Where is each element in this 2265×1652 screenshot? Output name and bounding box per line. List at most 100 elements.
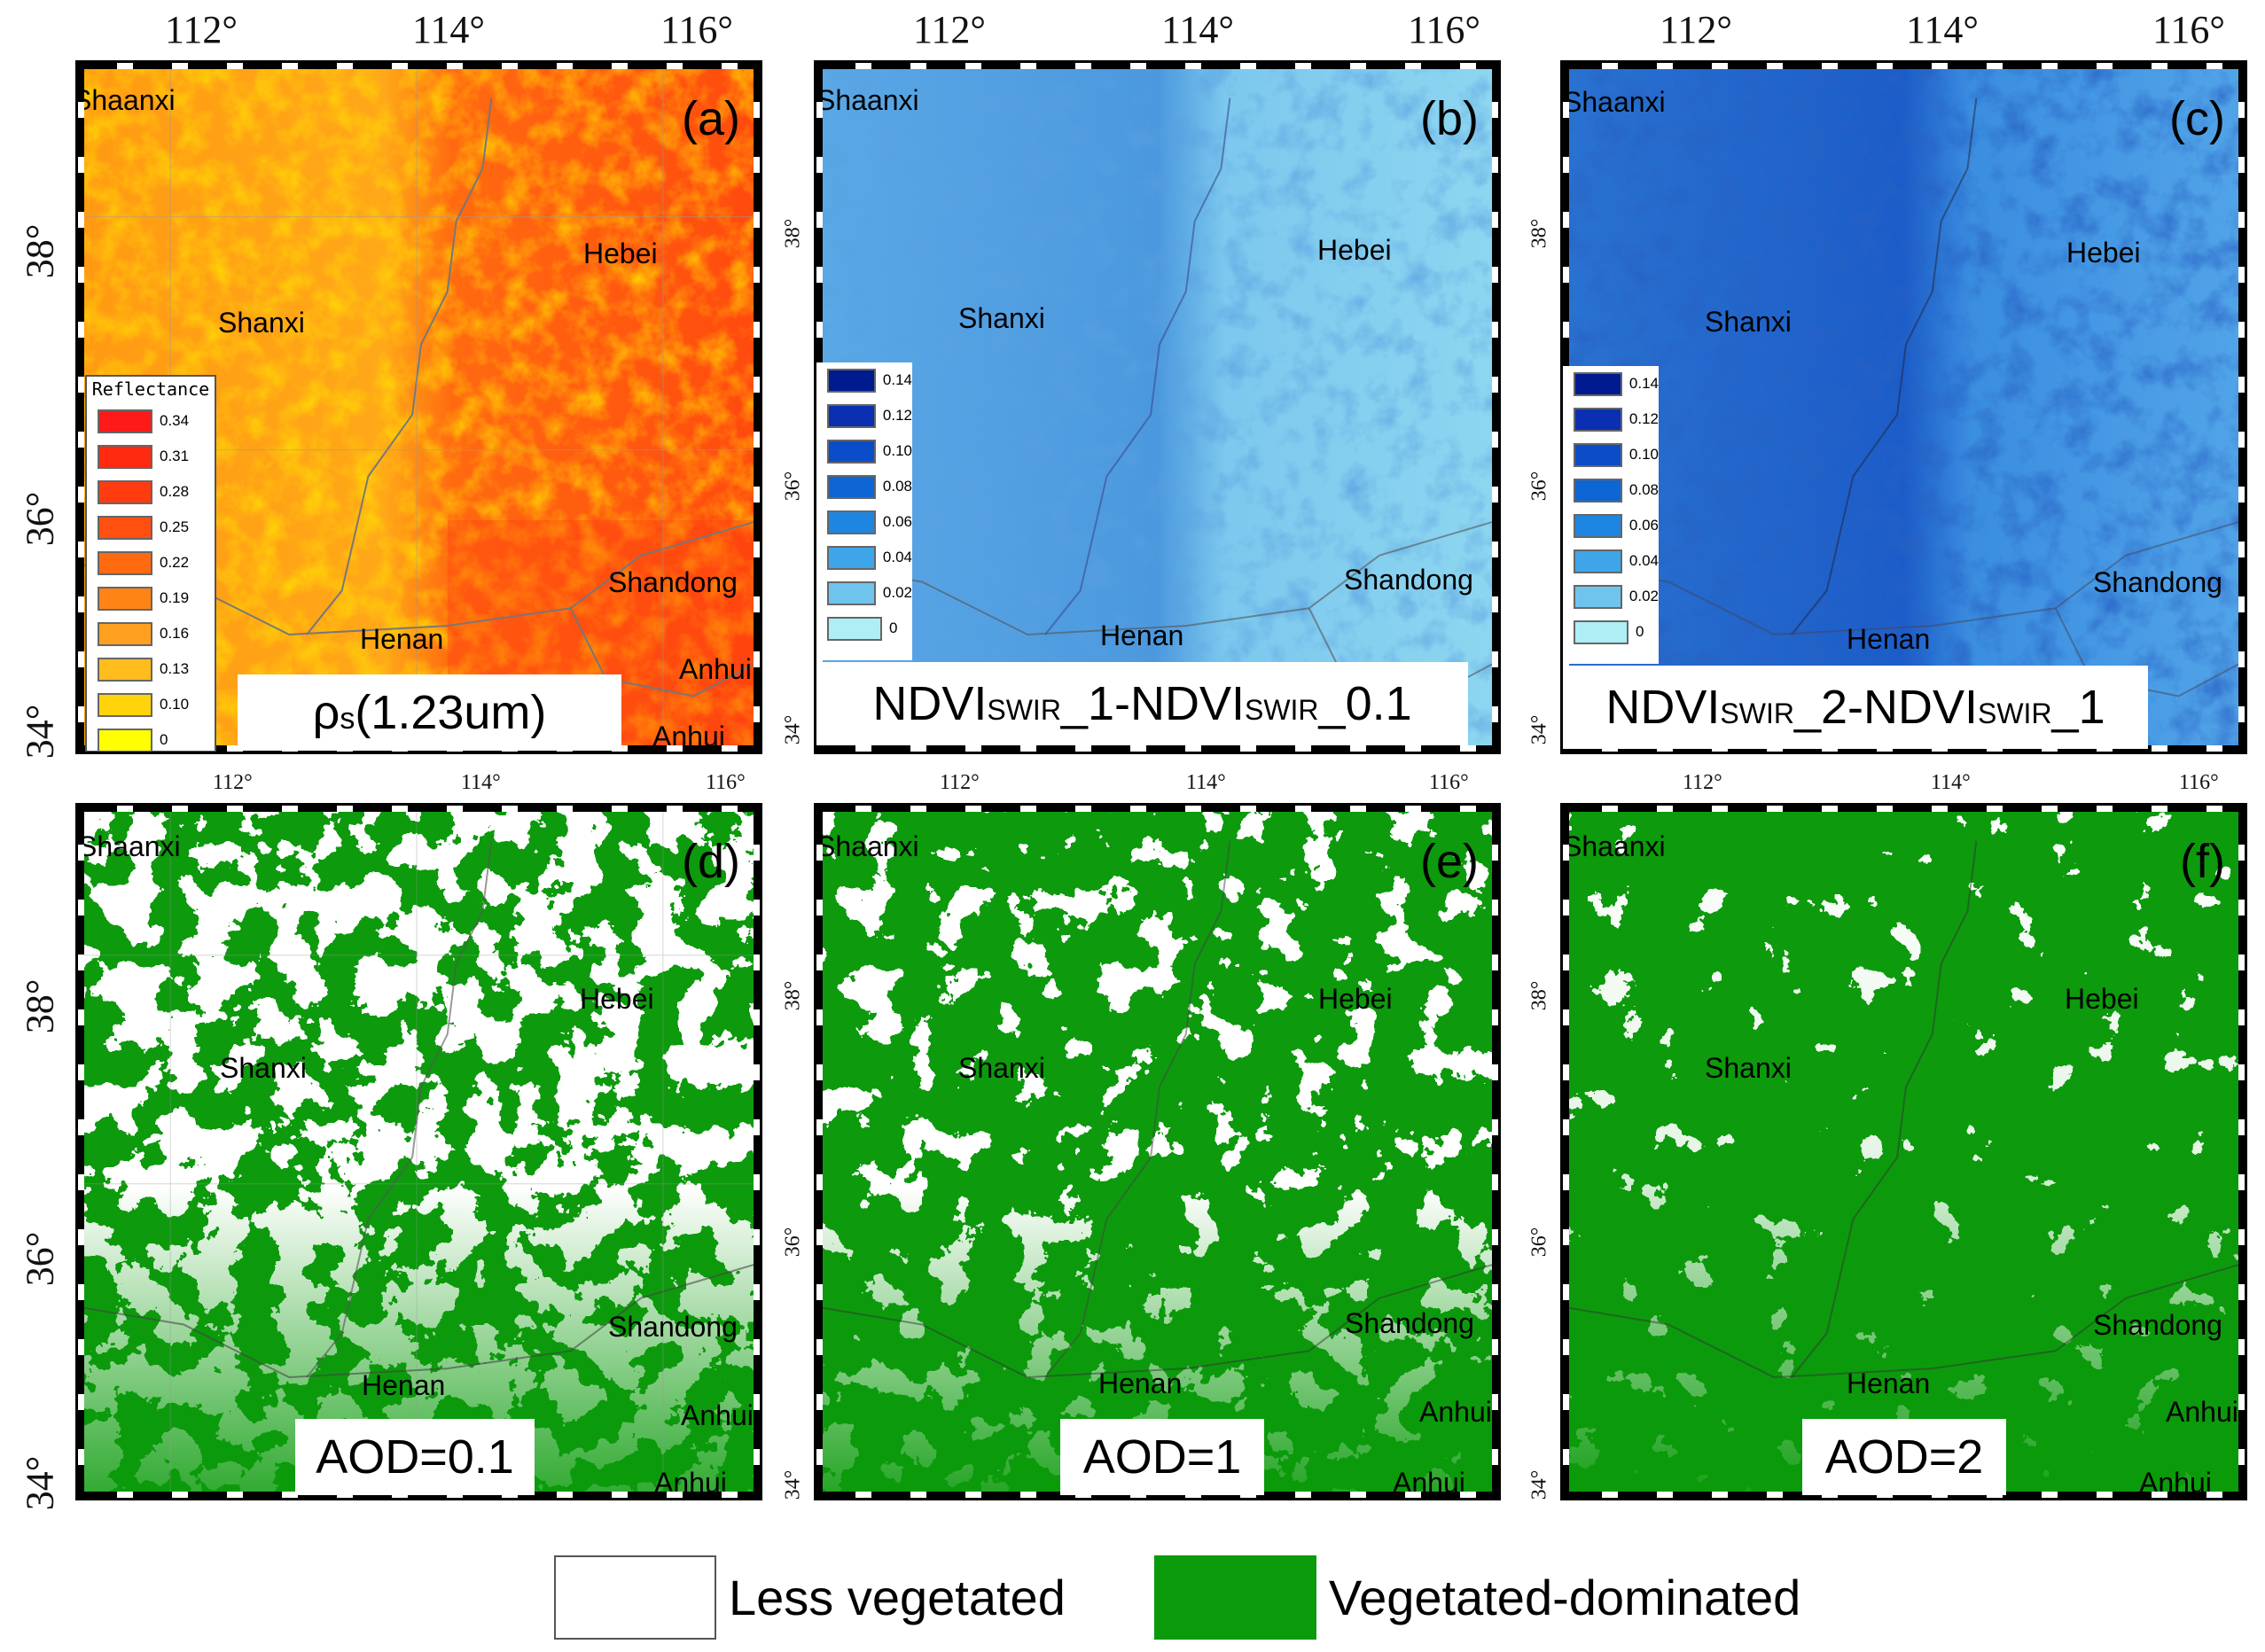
- panel-f-lat-36: 36°: [1527, 1227, 1551, 1258]
- legend-value: 0.31: [160, 448, 190, 464]
- caption-swir-2: SWIR: [1244, 694, 1319, 726]
- frame-ticks-top: [816, 63, 1498, 69]
- legend-swatch: [1574, 371, 1622, 396]
- legend-swatch: [98, 728, 152, 752]
- legend-swatch: [827, 545, 876, 570]
- legend-value: 0.02: [882, 584, 912, 601]
- frame-ticks-top: [78, 806, 760, 812]
- province-label-shanxi: Shanxi: [958, 302, 1045, 334]
- ndvi-difference-map-low: [816, 63, 1498, 752]
- panel-a-lon-112: 112°: [165, 8, 238, 51]
- panel-c-lon-114: 114°: [1906, 8, 1979, 51]
- ndvi-difference-map-high: [1563, 63, 2245, 752]
- legend-value: 0: [160, 731, 168, 748]
- panel-a-lat-36: 36°: [18, 491, 62, 547]
- panel-d-lon-116: 116°: [706, 771, 746, 794]
- legend-swatch: [1574, 620, 1628, 644]
- legend-value: 0.25: [160, 518, 190, 535]
- panel-a-lon-114: 114°: [412, 8, 485, 51]
- panel-c-lat-38: 38°: [1527, 218, 1551, 249]
- province-borders: [78, 806, 760, 1498]
- legend-swatch: [1574, 513, 1622, 538]
- reflectance-legend-title: Reflectance: [91, 378, 210, 400]
- province-label-anhui: Anhui: [2166, 1396, 2238, 1428]
- legend-swatch: [827, 474, 876, 499]
- province-label-hebei: Hebei: [580, 983, 654, 1015]
- panel-b-lat-38: 38°: [781, 218, 805, 249]
- province-label-anhui: Anhui: [681, 1399, 754, 1431]
- legend-value: 0.14: [882, 371, 912, 388]
- legend-row: 0.10: [1563, 437, 1659, 472]
- legend-swatch: [1574, 549, 1622, 573]
- panel-f-lon-112: 112°: [1683, 771, 1722, 794]
- province-label-henan: Henan: [1100, 620, 1184, 651]
- frame-ticks-right: [1492, 63, 1498, 752]
- province-label-shaanxi: Shaanxi: [1563, 86, 1666, 118]
- legend-row: 0.06: [816, 504, 912, 540]
- panel-d-lon-114: 114°: [461, 771, 501, 794]
- panel-e-lon-112: 112°: [940, 771, 980, 794]
- panel-a-lat-34: 34°: [18, 704, 62, 760]
- vegetated-dominated-swatch: [1153, 1555, 1316, 1640]
- legend-value: 0.04: [882, 549, 912, 565]
- province-label-shaanxi: Shaanxi: [75, 84, 176, 116]
- legend-swatch: [98, 409, 152, 433]
- province-label-henan: Henan: [360, 623, 444, 655]
- legend-swatch: [827, 403, 876, 428]
- less-vegetated-label: Less vegetated: [729, 1570, 1066, 1625]
- province-label-anhui: Anhui: [679, 653, 752, 685]
- province-label-hebei: Hebei: [1318, 983, 1393, 1015]
- legend-row: 0.02: [816, 575, 912, 611]
- legend-swatch: [1574, 407, 1622, 432]
- ndvi-legend-rows: 0.14 0.12 0.10 0.08 0.06 0.04 0.02 0: [1563, 366, 1659, 650]
- province-label-shanxi: Shanxi: [220, 1052, 307, 1084]
- panel-e-lon-116: 116°: [1429, 771, 1469, 794]
- province-label-hebei: Hebei: [2066, 237, 2141, 269]
- legend-swatch: [827, 439, 876, 464]
- frame-ticks-left: [78, 63, 84, 752]
- panel-c-lon-116: 116°: [2152, 8, 2225, 51]
- province-borders: [1563, 840, 2245, 1379]
- ndvi-legend: 0.14 0.12 0.10 0.08 0.06 0.04 0.02 0: [816, 362, 912, 660]
- province-label-shanxi: Shanxi: [1705, 306, 1792, 338]
- legend-value: 0.02: [1628, 588, 1659, 604]
- legend-row: 0.10: [87, 687, 215, 722]
- province-label-henan: Henan: [1847, 623, 1931, 655]
- panel-d: Shaanxi Hebei Shanxi Shandong Henan Anhu…: [75, 803, 762, 1500]
- legend-row: 0.31: [87, 439, 215, 474]
- caption-rho-sub: s: [340, 702, 355, 736]
- legend-row: 0.10: [816, 433, 912, 469]
- legend-value: 0.12: [882, 407, 912, 424]
- province-label-shaanxi: Shaanxi: [1563, 830, 1666, 862]
- panel-b: Shaanxi Hebei Shanxi Shandong Henan (b) …: [814, 60, 1501, 754]
- legend-value: 0: [1636, 623, 1644, 640]
- vegetation-class-map-aod-1: [816, 806, 1498, 1498]
- frame-ticks-bottom: [816, 745, 1498, 752]
- province-label-shaanxi: Shaanxi: [78, 830, 181, 862]
- province-label-henan: Henan: [362, 1369, 446, 1401]
- panel-a-caption: ρs(1.23um): [238, 674, 621, 751]
- frame-ticks-top: [78, 63, 760, 69]
- legend-row: 0.25: [87, 510, 215, 545]
- panel-d-lat-34: 34°: [18, 1455, 62, 1511]
- province-borders: [816, 840, 1498, 1379]
- legend-swatch: [98, 444, 152, 469]
- panel-c-lat-36: 36°: [1527, 471, 1551, 502]
- province-label-anhui: Anhui: [1419, 1396, 1492, 1428]
- province-label-shaanxi: Shaanxi: [816, 830, 919, 862]
- panel-label-a: (a): [682, 92, 740, 145]
- legend-swatch: [98, 550, 152, 575]
- legend-value: 0.04: [1628, 552, 1659, 569]
- legend-row: 0.08: [1563, 472, 1659, 508]
- panel-a-lon-116: 116°: [660, 8, 733, 51]
- frame-ticks-right: [2238, 63, 2245, 752]
- frame-ticks-right: [754, 63, 760, 752]
- panel-e-lon-114: 114°: [1186, 771, 1226, 794]
- panel-d-lat-38: 38°: [18, 978, 62, 1034]
- reflectance-legend: Reflectance 0.34 0.31 0.28 0.25 0.22 0.19 0.16…: [85, 375, 216, 752]
- frame-ticks-right: [1492, 806, 1498, 1498]
- province-label-hebei: Hebei: [583, 238, 658, 269]
- caption-ndvi-1: NDVI: [872, 677, 988, 730]
- province-label-henan: Henan: [1098, 1368, 1183, 1399]
- ndvi-legend: 0.14 0.12 0.10 0.08 0.06 0.04 0.02 0: [1563, 366, 1659, 664]
